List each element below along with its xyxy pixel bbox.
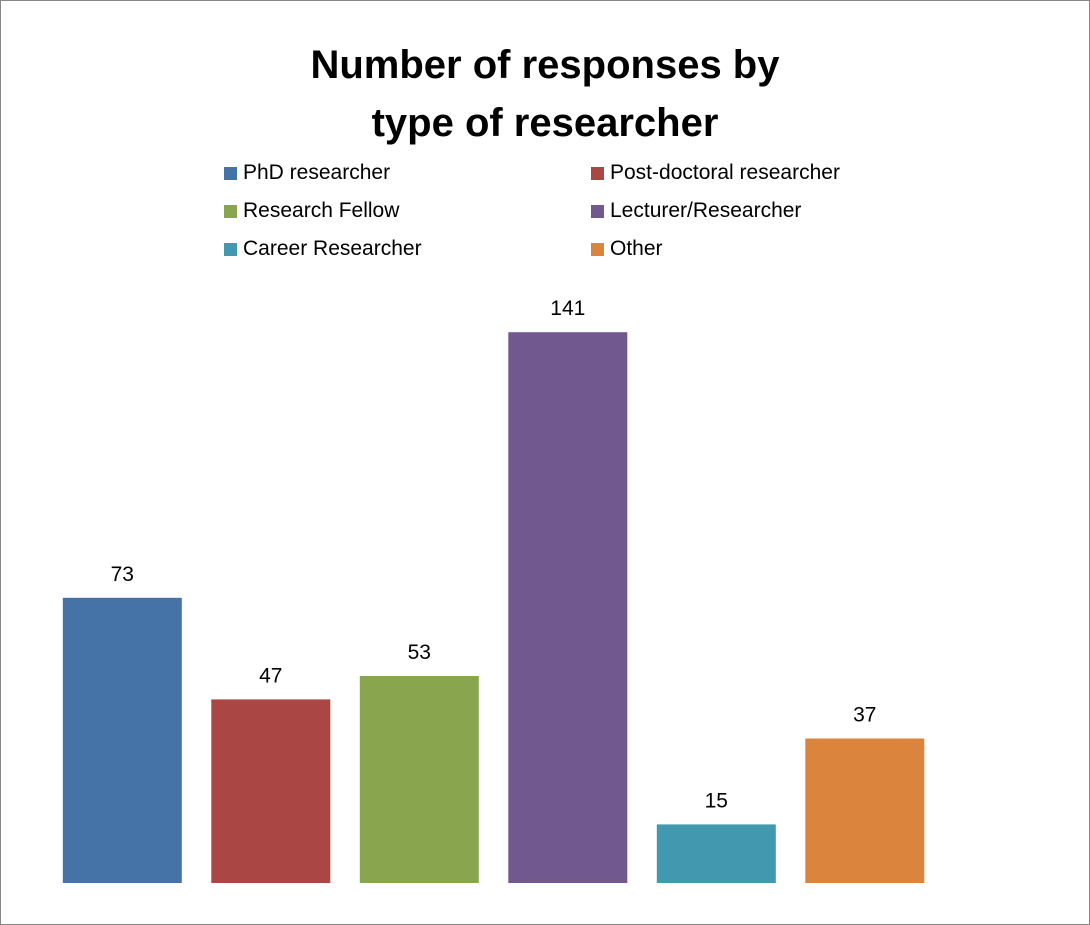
bar-post-doctoral-researcher — [211, 699, 331, 883]
bar-lecturer-researcher — [508, 332, 628, 883]
chart-title: Number of responses by type of researche… — [310, 43, 780, 145]
legend-label-lecturer-researcher: Lecturer/Researcher — [610, 199, 802, 222]
legend-swatch-other — [591, 242, 604, 256]
legend-swatch-career-researcher — [224, 242, 237, 256]
legend-label-other: Other — [610, 237, 663, 260]
data-label-lecturer-researcher: 141 — [550, 297, 585, 320]
legend-item-phd-researcher: PhD researcher — [224, 160, 390, 186]
data-label-post-doctoral-researcher: 47 — [259, 664, 282, 687]
legend-item-research-fellow: Research Fellow — [224, 198, 399, 224]
legend-swatch-research-fellow — [224, 204, 237, 218]
data-label-phd-researcher: 73 — [111, 563, 134, 586]
data-label-research-fellow: 53 — [408, 641, 431, 664]
bar-other — [805, 738, 925, 883]
data-label-other: 37 — [853, 704, 876, 727]
data-label-career-researcher: 15 — [705, 789, 728, 812]
bar-phd-researcher — [62, 597, 182, 883]
legend-swatch-phd-researcher — [224, 166, 237, 180]
bar-career-researcher — [656, 824, 776, 883]
bar-research-fellow — [359, 676, 479, 883]
legend-label-post-doctoral-researcher: Post-doctoral researcher — [610, 161, 840, 184]
legend-label-research-fellow: Research Fellow — [243, 199, 400, 222]
legend-item-other: Other — [591, 236, 663, 262]
legend-label-career-researcher: Career Researcher — [243, 237, 422, 260]
legend-swatch-lecturer-researcher — [591, 204, 604, 218]
legend-item-lecturer-researcher: Lecturer/Researcher — [591, 198, 801, 224]
legend-swatch-post-doctoral-researcher — [591, 166, 604, 180]
legend-label-phd-researcher: PhD researcher — [243, 161, 391, 184]
legend-item-career-researcher: Career Researcher — [224, 236, 422, 262]
legend-item-post-doctoral-researcher: Post-doctoral researcher — [591, 160, 840, 186]
